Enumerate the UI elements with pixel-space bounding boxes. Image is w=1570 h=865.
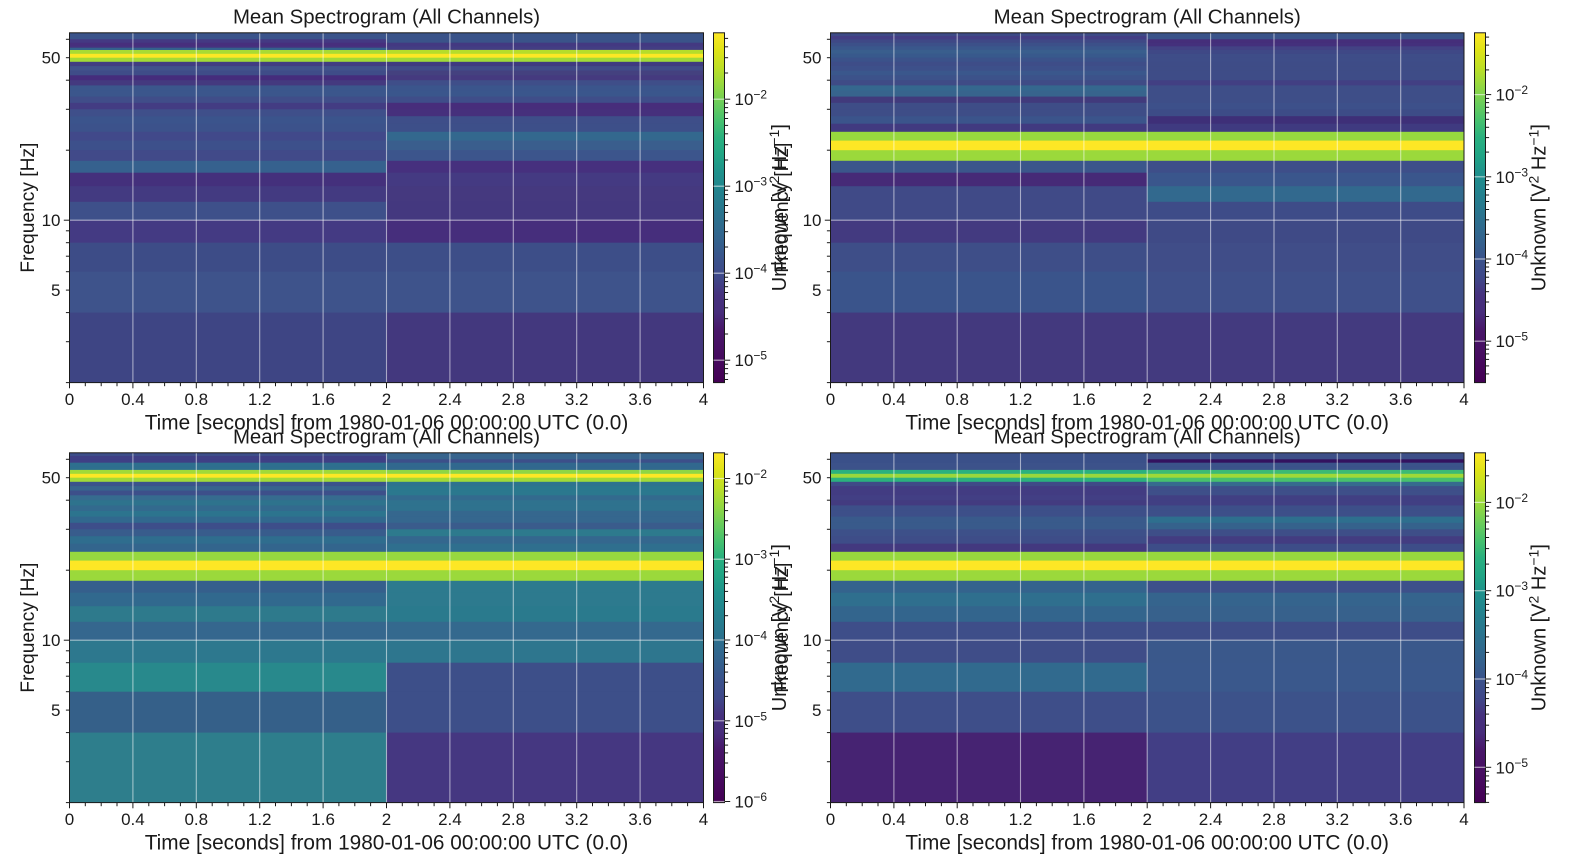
svg-text:2: 2 (1142, 810, 1151, 829)
svg-text:0.8: 0.8 (945, 810, 969, 829)
svg-text:Mean Spectrogram (All Channels: Mean Spectrogram (All Channels) (994, 426, 1301, 448)
svg-text:Unknown [V2 Hz−1]: Unknown [V2 Hz−1] (1526, 124, 1551, 291)
svg-text:1.2: 1.2 (1009, 810, 1033, 829)
svg-text:4: 4 (1459, 810, 1468, 829)
svg-text:0: 0 (826, 810, 835, 829)
svg-text:3.2: 3.2 (1325, 810, 1349, 829)
svg-text:1.6: 1.6 (311, 810, 335, 829)
svg-text:2.8: 2.8 (1262, 810, 1286, 829)
svg-text:1.6: 1.6 (1072, 390, 1096, 409)
svg-text:3.6: 3.6 (628, 390, 652, 409)
svg-text:0.8: 0.8 (945, 390, 969, 409)
svg-text:0.8: 0.8 (184, 810, 208, 829)
svg-text:3.2: 3.2 (565, 390, 589, 409)
svg-text:Frequency [Hz]: Frequency [Hz] (18, 143, 39, 273)
svg-text:Time [seconds] from 1980-01-06: Time [seconds] from 1980-01-06 00:00:00 … (905, 411, 1389, 434)
svg-text:2: 2 (382, 390, 391, 409)
svg-text:Time [seconds] from 1980-01-06: Time [seconds] from 1980-01-06 00:00:00 … (145, 411, 629, 434)
svg-text:5: 5 (812, 701, 821, 720)
svg-text:0.4: 0.4 (882, 390, 906, 409)
svg-text:0: 0 (65, 810, 74, 829)
svg-text:Unknown [V2 Hz−1]: Unknown [V2 Hz−1] (766, 544, 791, 711)
svg-text:50: 50 (42, 49, 61, 68)
svg-text:0: 0 (826, 390, 835, 409)
svg-text:0.4: 0.4 (121, 810, 145, 829)
svg-text:5: 5 (51, 701, 60, 720)
svg-text:2: 2 (382, 810, 391, 829)
svg-text:10: 10 (803, 631, 822, 650)
svg-text:50: 50 (803, 49, 822, 68)
svg-text:1.6: 1.6 (311, 390, 335, 409)
svg-text:0.4: 0.4 (121, 390, 145, 409)
svg-text:2.8: 2.8 (501, 390, 525, 409)
svg-text:1.2: 1.2 (248, 810, 272, 829)
svg-text:0.8: 0.8 (184, 390, 208, 409)
svg-text:3.6: 3.6 (1389, 810, 1413, 829)
svg-text:Unknown [V2 Hz−1]: Unknown [V2 Hz−1] (766, 124, 791, 291)
svg-text:2.4: 2.4 (438, 390, 462, 409)
svg-text:Mean Spectrogram (All Channels: Mean Spectrogram (All Channels) (994, 6, 1301, 28)
svg-text:1.6: 1.6 (1072, 810, 1096, 829)
svg-text:5: 5 (812, 281, 821, 300)
svg-text:Time [seconds] from 1980-01-06: Time [seconds] from 1980-01-06 00:00:00 … (145, 831, 629, 854)
svg-text:Unknown [V2 Hz−1]: Unknown [V2 Hz−1] (1526, 544, 1551, 711)
svg-text:50: 50 (803, 469, 822, 488)
svg-text:Frequency [Hz]: Frequency [Hz] (772, 143, 793, 273)
svg-text:4: 4 (1459, 390, 1468, 409)
svg-text:2.4: 2.4 (1199, 390, 1223, 409)
svg-text:0: 0 (65, 390, 74, 409)
svg-text:Mean Spectrogram (All Channels: Mean Spectrogram (All Channels) (233, 426, 540, 448)
svg-text:2.8: 2.8 (1262, 390, 1286, 409)
svg-text:0.4: 0.4 (882, 810, 906, 829)
svg-text:10: 10 (42, 631, 61, 650)
svg-text:1.2: 1.2 (1009, 390, 1033, 409)
svg-text:10: 10 (803, 211, 822, 230)
svg-text:3.6: 3.6 (1389, 390, 1413, 409)
svg-text:Mean Spectrogram (All Channels: Mean Spectrogram (All Channels) (233, 6, 540, 28)
svg-text:2.4: 2.4 (438, 810, 462, 829)
svg-text:3.2: 3.2 (565, 810, 589, 829)
svg-text:Time [seconds] from 1980-01-06: Time [seconds] from 1980-01-06 00:00:00 … (905, 831, 1389, 854)
svg-text:Frequency [Hz]: Frequency [Hz] (18, 563, 39, 693)
svg-text:Frequency [Hz]: Frequency [Hz] (772, 563, 793, 693)
svg-text:1.2: 1.2 (248, 390, 272, 409)
svg-text:5: 5 (51, 281, 60, 300)
svg-text:4: 4 (699, 810, 708, 829)
svg-text:3.6: 3.6 (628, 810, 652, 829)
svg-text:2.8: 2.8 (501, 810, 525, 829)
svg-text:2.4: 2.4 (1199, 810, 1223, 829)
svg-text:50: 50 (42, 469, 61, 488)
svg-text:4: 4 (699, 390, 708, 409)
svg-text:2: 2 (1142, 390, 1151, 409)
svg-text:3.2: 3.2 (1325, 390, 1349, 409)
svg-text:10: 10 (42, 211, 61, 230)
